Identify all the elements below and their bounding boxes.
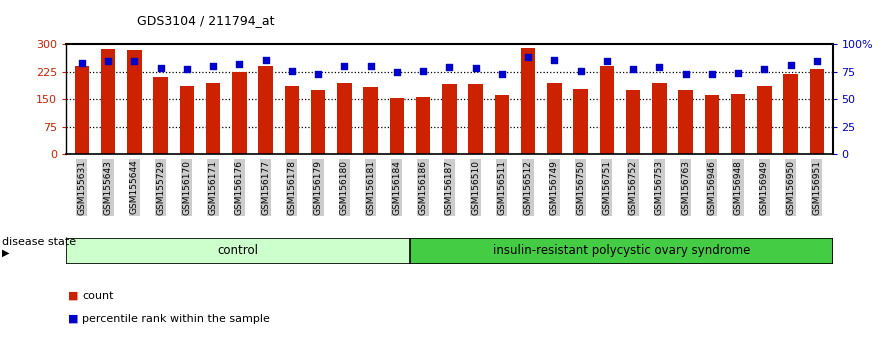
Text: GSM156749: GSM156749 xyxy=(550,160,559,215)
Text: control: control xyxy=(218,245,258,257)
Point xyxy=(783,62,797,68)
Point xyxy=(442,64,456,70)
Point xyxy=(364,63,378,69)
Text: ■: ■ xyxy=(68,314,78,324)
Point xyxy=(75,60,89,66)
Text: percentile rank within the sample: percentile rank within the sample xyxy=(82,314,270,324)
Bar xyxy=(75,66,89,154)
Point xyxy=(705,71,719,77)
Text: GSM156949: GSM156949 xyxy=(759,160,769,215)
Text: insulin-resistant polycystic ovary syndrome: insulin-resistant polycystic ovary syndr… xyxy=(492,245,750,257)
Point xyxy=(311,71,325,77)
Bar xyxy=(206,82,220,154)
Point xyxy=(153,65,167,71)
Point xyxy=(180,67,194,72)
Point xyxy=(337,63,352,69)
Point xyxy=(233,61,247,67)
Bar xyxy=(678,90,692,154)
Point xyxy=(652,64,666,70)
Bar xyxy=(521,48,536,154)
Point xyxy=(389,69,403,75)
Text: GSM156750: GSM156750 xyxy=(576,160,585,215)
Text: GSM156178: GSM156178 xyxy=(287,160,296,215)
Bar xyxy=(469,85,483,154)
Text: GSM156179: GSM156179 xyxy=(314,160,322,215)
Bar xyxy=(416,97,430,154)
Point xyxy=(127,58,141,64)
Text: ▶: ▶ xyxy=(2,248,10,258)
Bar xyxy=(783,74,798,154)
Bar xyxy=(311,90,325,154)
Point xyxy=(678,71,692,77)
Bar xyxy=(258,66,273,154)
Bar xyxy=(285,86,299,154)
Bar xyxy=(363,87,378,154)
Text: GSM155643: GSM155643 xyxy=(104,160,113,215)
Text: disease state: disease state xyxy=(2,237,76,247)
Text: GSM155729: GSM155729 xyxy=(156,160,165,215)
Bar xyxy=(757,86,772,154)
Point xyxy=(810,58,824,64)
Text: GSM156751: GSM156751 xyxy=(603,160,611,215)
Text: GDS3104 / 211794_at: GDS3104 / 211794_at xyxy=(137,14,274,27)
Text: GSM156951: GSM156951 xyxy=(812,160,821,215)
Bar xyxy=(389,98,404,154)
Bar xyxy=(180,86,194,154)
Text: count: count xyxy=(82,291,114,301)
Text: GSM156171: GSM156171 xyxy=(209,160,218,215)
Bar xyxy=(153,77,167,154)
Text: GSM156181: GSM156181 xyxy=(366,160,375,215)
Text: GSM156948: GSM156948 xyxy=(734,160,743,215)
Text: ■: ■ xyxy=(68,291,78,301)
Text: GSM156950: GSM156950 xyxy=(786,160,795,215)
Point xyxy=(626,67,640,72)
Bar xyxy=(337,84,352,154)
Text: GSM156753: GSM156753 xyxy=(655,160,663,215)
Point xyxy=(469,65,483,71)
Text: GSM156512: GSM156512 xyxy=(523,160,532,215)
Bar xyxy=(547,82,561,154)
Point xyxy=(285,68,299,73)
Bar xyxy=(810,69,824,154)
Bar xyxy=(626,90,640,154)
Bar xyxy=(494,96,509,154)
Text: GSM156186: GSM156186 xyxy=(418,160,427,215)
Text: GSM156176: GSM156176 xyxy=(235,160,244,215)
Point xyxy=(731,70,745,76)
Text: GSM156177: GSM156177 xyxy=(261,160,270,215)
Text: GSM156180: GSM156180 xyxy=(340,160,349,215)
Text: GSM156511: GSM156511 xyxy=(497,160,507,215)
Bar xyxy=(652,82,667,154)
Text: GSM155644: GSM155644 xyxy=(130,160,139,215)
Point xyxy=(521,55,535,60)
Point xyxy=(495,71,509,77)
Point xyxy=(101,58,115,64)
Point xyxy=(547,57,561,62)
Bar xyxy=(66,238,410,264)
Bar xyxy=(705,95,719,154)
Text: GSM156510: GSM156510 xyxy=(471,160,480,215)
Bar xyxy=(100,49,115,154)
Text: GSM156752: GSM156752 xyxy=(628,160,638,215)
Bar xyxy=(600,66,614,154)
Point xyxy=(574,68,588,73)
Text: GSM156187: GSM156187 xyxy=(445,160,454,215)
Text: GSM156170: GSM156170 xyxy=(182,160,191,215)
Point xyxy=(258,57,272,62)
Bar xyxy=(127,50,142,154)
Text: GSM156946: GSM156946 xyxy=(707,160,716,215)
Bar xyxy=(731,95,745,154)
Point xyxy=(416,68,430,73)
Bar xyxy=(574,89,588,154)
Point xyxy=(758,67,772,72)
Point xyxy=(206,63,220,69)
Bar xyxy=(410,238,833,264)
Bar xyxy=(232,72,247,154)
Bar xyxy=(442,85,456,154)
Text: GSM156184: GSM156184 xyxy=(392,160,402,215)
Text: GSM155631: GSM155631 xyxy=(78,160,86,215)
Text: GSM156763: GSM156763 xyxy=(681,160,690,215)
Point xyxy=(600,58,614,64)
